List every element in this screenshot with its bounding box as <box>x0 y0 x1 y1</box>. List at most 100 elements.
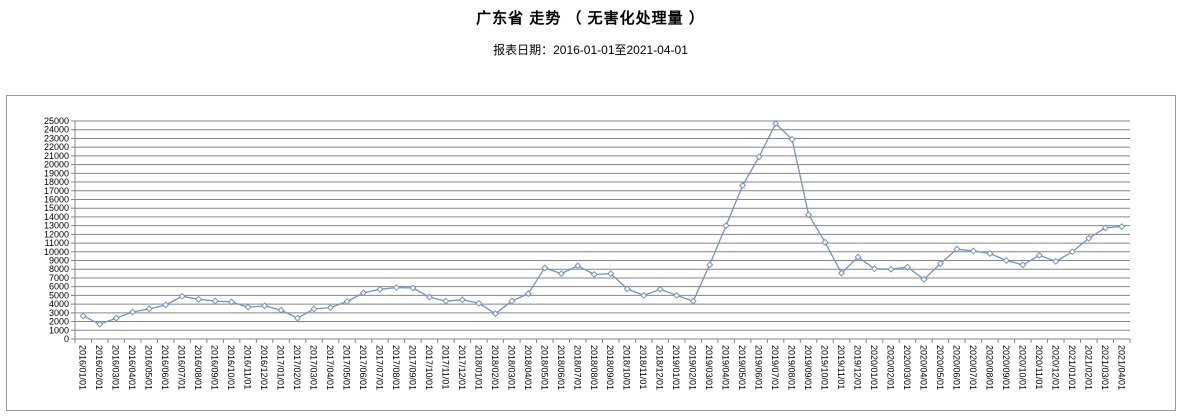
x-label-group: 2018/11/01 <box>638 345 648 389</box>
data-point-marker <box>442 297 450 305</box>
y-axis-tick-label: 16000 <box>44 194 69 204</box>
x-axis-tick-label: 2018/08/01 <box>589 345 599 390</box>
data-point-marker <box>969 247 977 255</box>
x-axis-tick-label: 2021/01/01 <box>1067 345 1077 390</box>
x-axis-tick-label: 2021/03/01 <box>1100 345 1110 390</box>
x-label-group: 2018/05/01 <box>539 345 549 390</box>
data-point-marker <box>805 211 813 219</box>
x-axis-tick-label: 2019/08/01 <box>787 345 797 390</box>
data-point-marker <box>1068 248 1076 256</box>
x-axis-tick-label: 2017/12/01 <box>457 345 467 390</box>
x-label-group: 2019/02/01 <box>688 345 698 390</box>
x-label-group: 2021/03/01 <box>1100 345 1110 390</box>
trend-line-chart: 0100020003000400050006000700080009000100… <box>44 116 1131 390</box>
y-axis-tick-label: 24000 <box>44 125 69 135</box>
x-axis-tick-label: 2016/12/01 <box>259 345 269 390</box>
x-axis-tick-label: 2017/08/01 <box>391 345 401 390</box>
x-axis-tick-label: 2018/09/01 <box>605 345 615 390</box>
x-axis-tick-label: 2016/04/01 <box>127 345 137 390</box>
x-label-group: 2020/10/01 <box>1017 345 1027 390</box>
y-axis-tick-label: 19000 <box>44 168 69 178</box>
data-point-marker <box>310 305 318 313</box>
y-axis-tick-label: 15000 <box>44 203 69 213</box>
y-axis-tick-label: 14000 <box>44 212 69 222</box>
x-label-group: 2020/06/01 <box>951 345 961 390</box>
x-label-group: 2020/02/01 <box>885 345 895 390</box>
data-point-marker <box>112 314 120 322</box>
data-point-marker <box>1118 223 1126 231</box>
data-point-marker <box>392 284 400 292</box>
x-label-group: 2018/10/01 <box>622 345 632 390</box>
x-axis-tick-label: 2019/10/01 <box>820 345 830 390</box>
x-label-group: 2018/08/01 <box>589 345 599 390</box>
x-label-group: 2019/09/01 <box>803 345 813 390</box>
x-label-group: 2016/07/01 <box>177 345 187 390</box>
data-point-marker <box>343 297 351 306</box>
x-label-group: 2017/02/01 <box>292 345 302 390</box>
y-axis-tick-label: 12000 <box>44 229 69 239</box>
x-axis-tick-label: 2016/05/01 <box>144 345 154 390</box>
y-axis-tick-label: 5000 <box>49 290 69 300</box>
data-point-marker <box>903 263 911 271</box>
x-axis-tick-label: 2020/09/01 <box>1001 345 1011 390</box>
x-axis-tick-label: 2020/01/01 <box>869 345 879 390</box>
x-axis-tick-label: 2017/11/01 <box>440 345 450 389</box>
x-label-group: 2020/07/01 <box>968 345 978 390</box>
x-axis-tick-label: 2017/10/01 <box>424 345 434 390</box>
y-axis-tick-label: 4000 <box>49 299 69 309</box>
data-point-marker <box>788 135 796 143</box>
x-axis-tick-label: 2016/09/01 <box>210 345 220 390</box>
data-point-marker <box>145 305 153 313</box>
x-axis-tick-label: 2019/01/01 <box>671 345 681 390</box>
x-label-group: 2017/06/01 <box>358 345 368 390</box>
data-point-marker <box>772 120 780 128</box>
y-axis-tick-label: 1000 <box>49 325 69 335</box>
data-point-marker <box>953 245 961 253</box>
x-axis-tick-label: 2016/07/01 <box>177 345 187 390</box>
data-point-marker <box>508 297 516 305</box>
x-axis-tick-label: 2018/12/01 <box>655 345 665 390</box>
x-label-group: 2018/06/01 <box>556 345 566 390</box>
x-label-group: 2016/06/01 <box>160 345 170 390</box>
data-point-marker <box>129 308 137 316</box>
y-axis-tick-label: 6000 <box>49 282 69 292</box>
data-point-marker <box>986 250 994 258</box>
x-axis-tick-label: 2018/04/01 <box>523 345 533 390</box>
x-label-group: 2016/12/01 <box>259 345 269 390</box>
y-axis-tick-label: 9000 <box>49 256 69 266</box>
data-point-marker <box>821 238 829 246</box>
x-label-group: 2019/01/01 <box>671 345 681 390</box>
x-axis-tick-label: 2016/06/01 <box>160 345 170 390</box>
x-label-group: 2019/05/01 <box>737 345 747 390</box>
y-axis-tick-label: 10000 <box>44 247 69 257</box>
x-label-group: 2016/08/01 <box>193 345 203 390</box>
data-point-marker <box>178 292 186 300</box>
x-label-group: 2019/06/01 <box>754 345 764 390</box>
x-label-group: 2018/02/01 <box>490 345 500 390</box>
x-axis-tick-label: 2020/11/01 <box>1034 345 1044 389</box>
x-label-group: 2019/12/01 <box>853 345 863 390</box>
x-label-group: 2019/07/01 <box>770 345 780 390</box>
data-point-marker <box>557 270 565 278</box>
x-label-group: 2020/11/01 <box>1034 345 1044 389</box>
chart-title: 广东省 走势 （ 无害化处理量 ） <box>476 10 705 27</box>
data-point-marker <box>79 312 87 320</box>
x-axis-tick-label: 2017/05/01 <box>341 345 351 390</box>
x-label-group: 2020/03/01 <box>902 345 912 390</box>
data-point-marker <box>409 284 417 292</box>
data-point-marker <box>327 304 335 312</box>
x-label-group: 2016/04/01 <box>127 345 137 390</box>
x-label-group: 2018/07/01 <box>572 345 582 390</box>
data-point-marker <box>475 299 483 307</box>
x-label-group: 2018/09/01 <box>605 345 615 390</box>
x-axis-tick-label: 2020/04/01 <box>918 345 928 390</box>
x-axis-tick-label: 2019/12/01 <box>853 345 863 390</box>
x-axis-ticks <box>74 339 1131 343</box>
y-axis-tick-label: 25000 <box>44 116 69 126</box>
data-point-marker <box>195 295 203 303</box>
y-axis-tick-label: 18000 <box>44 177 69 187</box>
y-axis-tick-label: 23000 <box>44 133 69 143</box>
data-point-marker <box>640 291 648 299</box>
x-axis-tick-label: 2020/05/01 <box>935 345 945 390</box>
x-label-group: 2021/01/01 <box>1067 345 1077 390</box>
